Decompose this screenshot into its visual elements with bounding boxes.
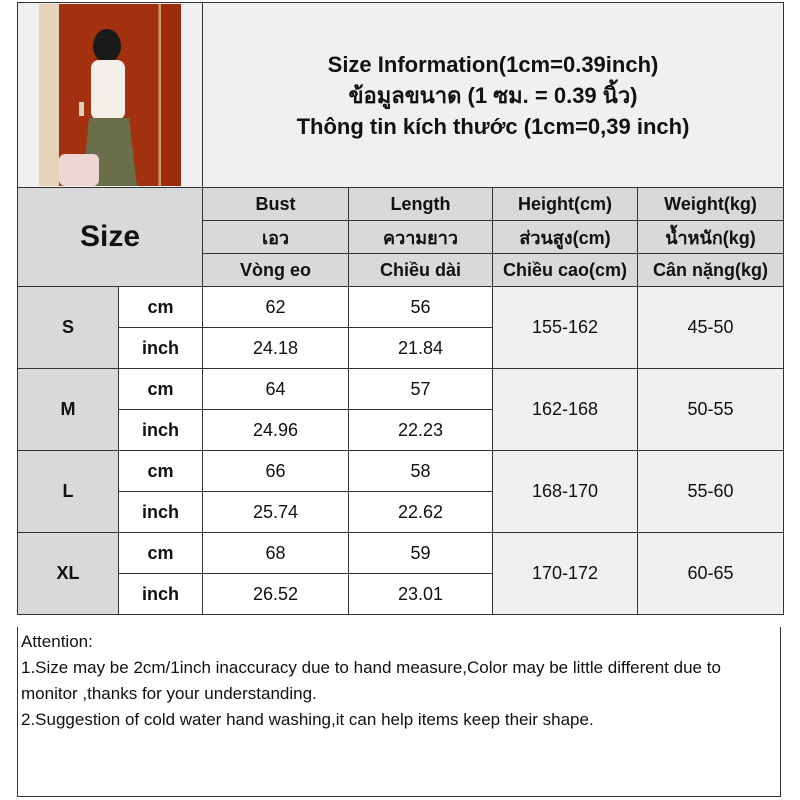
length-inch: 22.23 <box>348 409 493 451</box>
length-inch: 22.62 <box>348 491 493 533</box>
table-row: L cm 66 58 168-170 55-60 <box>17 450 784 533</box>
col-bust-en: Bust <box>202 187 349 221</box>
col-length-vi: Chiều dài <box>348 253 493 287</box>
col-bust-th: เอว <box>202 220 349 254</box>
unit-inch: inch <box>118 491 203 533</box>
col-height-th: ส่วนสูง(cm) <box>492 220 638 254</box>
title-english: Size Information(1cm=0.39inch) <box>327 51 659 77</box>
table-row: inch 24.18 21.84 <box>18 327 784 369</box>
size-label: L <box>17 450 119 533</box>
table-row: inch 24.96 22.23 <box>18 409 784 451</box>
col-length-th: ความยาว <box>348 220 493 254</box>
weight-range: 55-60 <box>637 450 784 533</box>
height-range: 170-172 <box>492 532 638 615</box>
weight-range: 45-50 <box>637 286 784 369</box>
table-row: M cm 64 57 162-168 50-55 <box>17 368 784 451</box>
unit-inch: inch <box>118 327 203 369</box>
unit-cm: cm <box>118 286 203 328</box>
size-chart-table: Size Information(1cm=0.39inch) ข้อมูลขนา… <box>17 2 784 615</box>
height-range: 168-170 <box>492 450 638 533</box>
col-height-en: Height(cm) <box>492 187 638 221</box>
bust-cm: 68 <box>202 532 349 574</box>
model-figure-image <box>59 29 137 186</box>
col-bust-vi: Vòng eo <box>202 253 349 287</box>
table-row: inch 26.52 23.01 <box>18 573 784 615</box>
length-inch: 21.84 <box>348 327 493 369</box>
size-label: XL <box>17 532 119 615</box>
size-label: S <box>17 286 119 369</box>
product-photo <box>39 4 181 186</box>
unit-inch: inch <box>118 573 203 615</box>
attention-notes: Attention: 1.Size may be 2cm/1inch inacc… <box>17 627 781 797</box>
height-range: 155-162 <box>492 286 638 369</box>
bust-cm: 64 <box>202 368 349 410</box>
col-length-en: Length <box>348 187 493 221</box>
col-weight-en: Weight(kg) <box>637 187 784 221</box>
attention-note-1: 1.Size may be 2cm/1inch inaccuracy due t… <box>21 658 721 703</box>
unit-cm: cm <box>118 450 203 492</box>
attention-note-2: 2.Suggestion of cold water hand washing,… <box>21 710 594 729</box>
title-thai: ข้อมูลขนาด (1 ซม. = 0.39 นิ้ว) <box>348 82 638 108</box>
col-weight-vi: Cân nặng(kg) <box>637 253 784 287</box>
height-range: 162-168 <box>492 368 638 451</box>
unit-inch: inch <box>118 409 203 451</box>
bust-inch: 24.96 <box>202 409 349 451</box>
length-inch: 23.01 <box>348 573 493 615</box>
weight-range: 50-55 <box>637 368 784 451</box>
length-cm: 56 <box>348 286 493 328</box>
length-cm: 57 <box>348 368 493 410</box>
title-vietnamese: Thông tin kích thước (1cm=0,39 inch) <box>296 113 690 139</box>
bust-cm: 62 <box>202 286 349 328</box>
length-cm: 58 <box>348 450 493 492</box>
table-row: inch 25.74 22.62 <box>18 491 784 533</box>
weight-range: 60-65 <box>637 532 784 615</box>
unit-cm: cm <box>118 532 203 574</box>
table-row: S cm 62 56 155-162 45-50 <box>17 286 784 369</box>
attention-heading: Attention: <box>21 632 93 651</box>
col-weight-th: น้ำหนัก(kg) <box>637 220 784 254</box>
bust-inch: 25.74 <box>202 491 349 533</box>
col-height-vi: Chiều cao(cm) <box>492 253 638 287</box>
length-cm: 59 <box>348 532 493 574</box>
table-row: XL cm 68 59 170-172 60-65 <box>17 532 784 615</box>
product-photo-cell <box>17 2 203 188</box>
size-label: M <box>17 368 119 451</box>
bust-cm: 66 <box>202 450 349 492</box>
bust-inch: 24.18 <box>202 327 349 369</box>
size-header: Size <box>17 187 203 287</box>
bust-inch: 26.52 <box>202 573 349 615</box>
size-info-title: Size Information(1cm=0.39inch) ข้อมูลขนา… <box>202 2 784 188</box>
unit-cm: cm <box>118 368 203 410</box>
